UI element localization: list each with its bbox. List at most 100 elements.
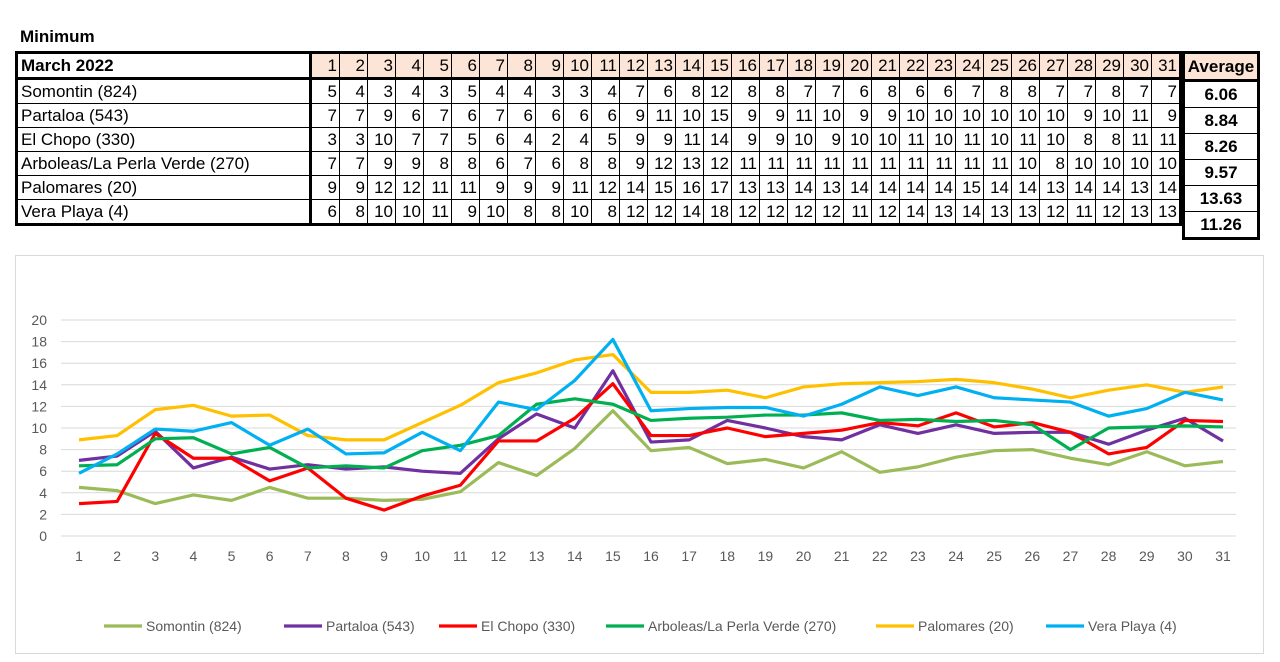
value-cell: 9 bbox=[731, 127, 760, 152]
value-cell: 8 bbox=[535, 199, 564, 225]
value-cell: 10 bbox=[1095, 151, 1124, 176]
x-tick-label: 10 bbox=[414, 548, 430, 564]
value-cell: 13 bbox=[1011, 199, 1040, 225]
legend-label: Somontin (824) bbox=[146, 618, 242, 634]
value-cell: 13 bbox=[1039, 175, 1068, 200]
value-cell: 14 bbox=[899, 175, 928, 200]
x-tick-label: 29 bbox=[1139, 548, 1155, 564]
table-row: Somontin (824) 5 4 3 4 3 5 4 4 3 3 4 7 6 8 12 8 8 7 7 6 8 6 6 7 8… bbox=[16, 78, 1181, 104]
value-cell: 12 bbox=[1039, 199, 1068, 225]
value-cell: 3 bbox=[339, 127, 368, 152]
value-cell: 4 bbox=[563, 127, 592, 152]
day-header: 8 bbox=[507, 52, 536, 80]
value-cell: 7 bbox=[423, 103, 452, 128]
value-cell: 11 bbox=[1067, 199, 1096, 225]
y-tick-label: 20 bbox=[31, 312, 47, 328]
value-cell: 11 bbox=[1123, 127, 1152, 152]
value-cell: 10 bbox=[983, 127, 1012, 152]
value-cell: 10 bbox=[395, 199, 424, 225]
y-tick-label: 4 bbox=[39, 485, 47, 501]
value-cell: 7 bbox=[815, 78, 844, 104]
value-cell: 10 bbox=[479, 199, 508, 225]
table-row: Palomares (20) 9 9 12 12 11 11 9 9 9 11 12 14 15 16 17 1… bbox=[16, 175, 1181, 200]
value-cell: 9 bbox=[647, 127, 676, 152]
value-cell: 10 bbox=[1011, 103, 1040, 128]
value-cell: 4 bbox=[395, 78, 424, 104]
day-header: 4 bbox=[395, 52, 424, 80]
value-cell: 5 bbox=[310, 78, 340, 104]
x-tick-label: 8 bbox=[342, 548, 350, 564]
value-cell: 10 bbox=[1039, 103, 1068, 128]
value-cell: 8 bbox=[591, 151, 620, 176]
day-header: 13 bbox=[647, 52, 676, 80]
value-cell: 13 bbox=[815, 175, 844, 200]
value-cell: 8 bbox=[507, 199, 536, 225]
day-header: 9 bbox=[535, 52, 564, 80]
value-cell: 12 bbox=[787, 199, 816, 225]
x-tick-label: 31 bbox=[1215, 548, 1231, 564]
value-cell: 9 bbox=[759, 127, 788, 152]
value-cell: 10 bbox=[1011, 151, 1040, 176]
day-header: 12 bbox=[619, 52, 648, 80]
average-cell: 8.84 bbox=[1183, 107, 1259, 134]
value-cell: 9 bbox=[339, 175, 368, 200]
value-cell: 4 bbox=[479, 78, 508, 104]
value-cell: 11 bbox=[815, 151, 844, 176]
value-cell: 9 bbox=[1067, 103, 1096, 128]
minimum-temperature-table: March 2022 1 2 3 4 5 6 7 8 9 10 11 12 13 14 15 16 17 18 19 2… bbox=[15, 51, 1182, 226]
day-header: 18 bbox=[787, 52, 816, 80]
value-cell: 5 bbox=[451, 78, 480, 104]
day-header: 1 bbox=[310, 52, 340, 80]
value-cell: 12 bbox=[367, 175, 396, 200]
value-cell: 8 bbox=[563, 151, 592, 176]
x-tick-label: 12 bbox=[491, 548, 507, 564]
value-cell: 7 bbox=[1039, 78, 1068, 104]
y-tick-label: 14 bbox=[31, 377, 47, 393]
value-cell: 6 bbox=[563, 103, 592, 128]
value-cell: 7 bbox=[1067, 78, 1096, 104]
value-cell: 11 bbox=[451, 175, 480, 200]
average-cell: 13.63 bbox=[1183, 185, 1259, 212]
x-tick-label: 4 bbox=[190, 548, 198, 564]
value-cell: 6 bbox=[310, 199, 340, 225]
value-cell: 9 bbox=[731, 103, 760, 128]
x-tick-label: 24 bbox=[948, 548, 964, 564]
value-cell: 9 bbox=[535, 175, 564, 200]
average-header: Average bbox=[1183, 52, 1259, 82]
y-tick-label: 12 bbox=[31, 398, 47, 414]
value-cell: 11 bbox=[1123, 103, 1152, 128]
value-cell: 4 bbox=[507, 78, 536, 104]
x-tick-label: 13 bbox=[529, 548, 545, 564]
value-cell: 10 bbox=[1067, 151, 1096, 176]
value-cell: 6 bbox=[395, 103, 424, 128]
value-cell: 14 bbox=[899, 199, 928, 225]
value-cell: 14 bbox=[927, 175, 956, 200]
header-row: March 2022 1 2 3 4 5 6 7 8 9 10 11 12 13 14 15 16 17 18 19 2… bbox=[16, 52, 1181, 80]
value-cell: 10 bbox=[563, 199, 592, 225]
value-cell: 6 bbox=[843, 78, 872, 104]
day-header: 7 bbox=[479, 52, 508, 80]
value-cell: 5 bbox=[591, 127, 620, 152]
value-cell: 14 bbox=[619, 175, 648, 200]
table-row: Vera Playa (4) 6 8 10 10 11 9 10 8 8 10 8 12 12 14 18 12… bbox=[16, 199, 1181, 225]
value-cell: 7 bbox=[955, 78, 984, 104]
value-cell: 9 bbox=[843, 103, 872, 128]
day-header: 31 bbox=[1151, 52, 1181, 80]
value-cell: 4 bbox=[591, 78, 620, 104]
value-cell: 6 bbox=[591, 103, 620, 128]
value-cell: 8 bbox=[871, 78, 900, 104]
value-cell: 10 bbox=[1123, 151, 1152, 176]
value-cell: 6 bbox=[451, 103, 480, 128]
value-cell: 11 bbox=[899, 151, 928, 176]
x-tick-label: 9 bbox=[380, 548, 388, 564]
value-cell: 4 bbox=[507, 127, 536, 152]
value-cell: 12 bbox=[731, 199, 760, 225]
average-cell: 8.26 bbox=[1183, 133, 1259, 160]
value-cell: 10 bbox=[367, 199, 396, 225]
day-header: 19 bbox=[815, 52, 844, 80]
station-name: Vera Playa (4) bbox=[16, 199, 312, 225]
value-cell: 11 bbox=[759, 151, 788, 176]
value-cell: 15 bbox=[647, 175, 676, 200]
value-cell: 10 bbox=[843, 127, 872, 152]
day-header: 10 bbox=[563, 52, 592, 80]
